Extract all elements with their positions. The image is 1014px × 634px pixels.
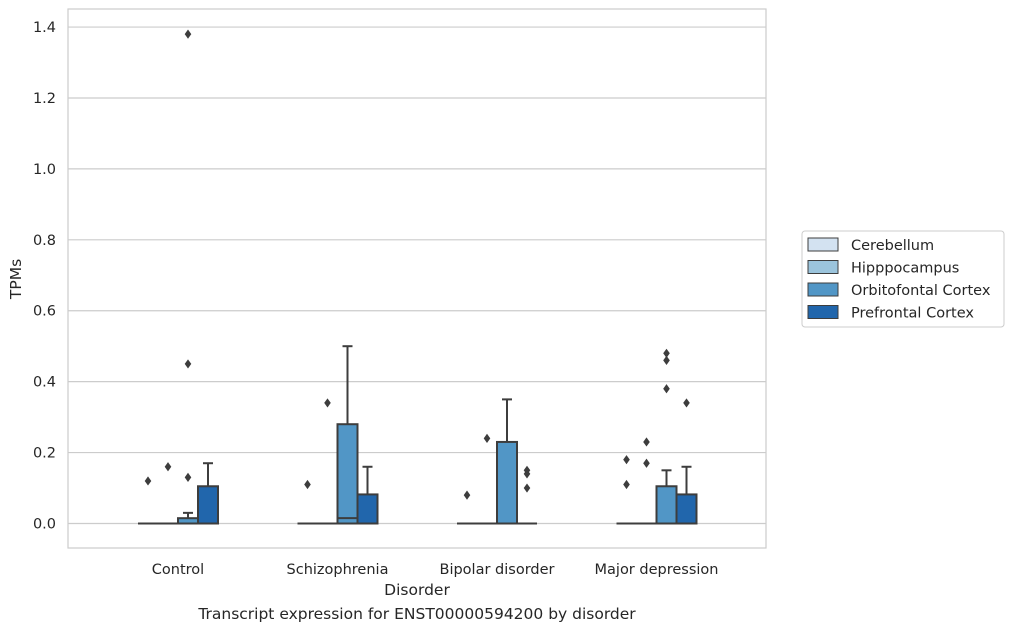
legend-label: Prefrontal Cortex (851, 306, 974, 322)
x-axis-label: Disorder (384, 581, 450, 599)
y-tick-label: 0.6 (33, 304, 56, 320)
box-group (197, 462, 219, 525)
box (356, 493, 379, 525)
outlier-point (304, 479, 311, 490)
outlier-point (523, 483, 531, 493)
box (496, 440, 518, 525)
outlier-point (463, 490, 471, 500)
x-tick-label: Bipolar disorder (440, 562, 555, 578)
box (197, 485, 219, 525)
y-tick-labels: 0.0 0.2 0.4 0.6 0.8 1.0 1.2 1.4 (33, 20, 56, 532)
outliers (144, 29, 690, 500)
legend-frame (801, 230, 1005, 328)
outlier-point (663, 355, 670, 365)
box-group (336, 345, 359, 525)
y-tick-label: 1.4 (33, 20, 56, 36)
legend-label: Hipppocampus (851, 261, 959, 277)
box-group (496, 398, 518, 525)
legend-swatch (807, 282, 839, 297)
outlier-point (643, 458, 650, 468)
y-tick-label: 1.2 (33, 91, 56, 107)
y-tick-label: 0.8 (33, 233, 56, 249)
y-axis-label: TPMs (7, 259, 25, 300)
outlier-point (324, 398, 331, 408)
plot-frame (67, 8, 767, 549)
box-group (356, 465, 379, 525)
legend-swatch (807, 237, 839, 252)
legend-label: Orbitofontal Cortex (851, 283, 991, 299)
box-group (675, 465, 698, 525)
outlier-point (483, 433, 491, 443)
legend-swatch (807, 260, 839, 274)
box (655, 485, 678, 525)
boxes (138, 345, 698, 525)
outlier-point (144, 476, 152, 486)
outlier-point (643, 437, 650, 447)
outlier-point (663, 348, 670, 358)
outlier-point (623, 479, 630, 490)
legend-label: Cerebellum (851, 238, 934, 254)
legend: Cerebellum Hipppocampus Orbitofontal Corte… (801, 230, 1005, 328)
x-tick-label: Schizophrenia (287, 562, 389, 578)
outlier-point (184, 359, 192, 369)
outlier-point (623, 455, 630, 465)
plot-background (68, 9, 766, 548)
grid (68, 26, 766, 525)
outlier-point (184, 29, 192, 39)
outlier-point (164, 462, 172, 472)
outlier-point (683, 398, 690, 408)
y-tick-label: 0.0 (33, 517, 56, 533)
outlier-point (663, 384, 670, 394)
box (675, 493, 698, 525)
x-tick-labels: Control Schizophrenia Bipolar disorder Majo… (152, 562, 719, 578)
x-tick-label: Control (152, 562, 204, 578)
box (336, 423, 359, 525)
chart-caption: Transcript expression for ENST0000059420… (198, 605, 636, 623)
y-tick-label: 1.0 (33, 162, 56, 178)
outlier-point (184, 472, 192, 483)
x-tick-label: Major depression (595, 562, 719, 578)
outlier-point (523, 465, 531, 475)
y-tick-label: 0.2 (33, 446, 56, 462)
box-group (655, 469, 678, 525)
y-tick-label: 0.4 (33, 375, 56, 391)
legend-swatch (807, 305, 839, 319)
